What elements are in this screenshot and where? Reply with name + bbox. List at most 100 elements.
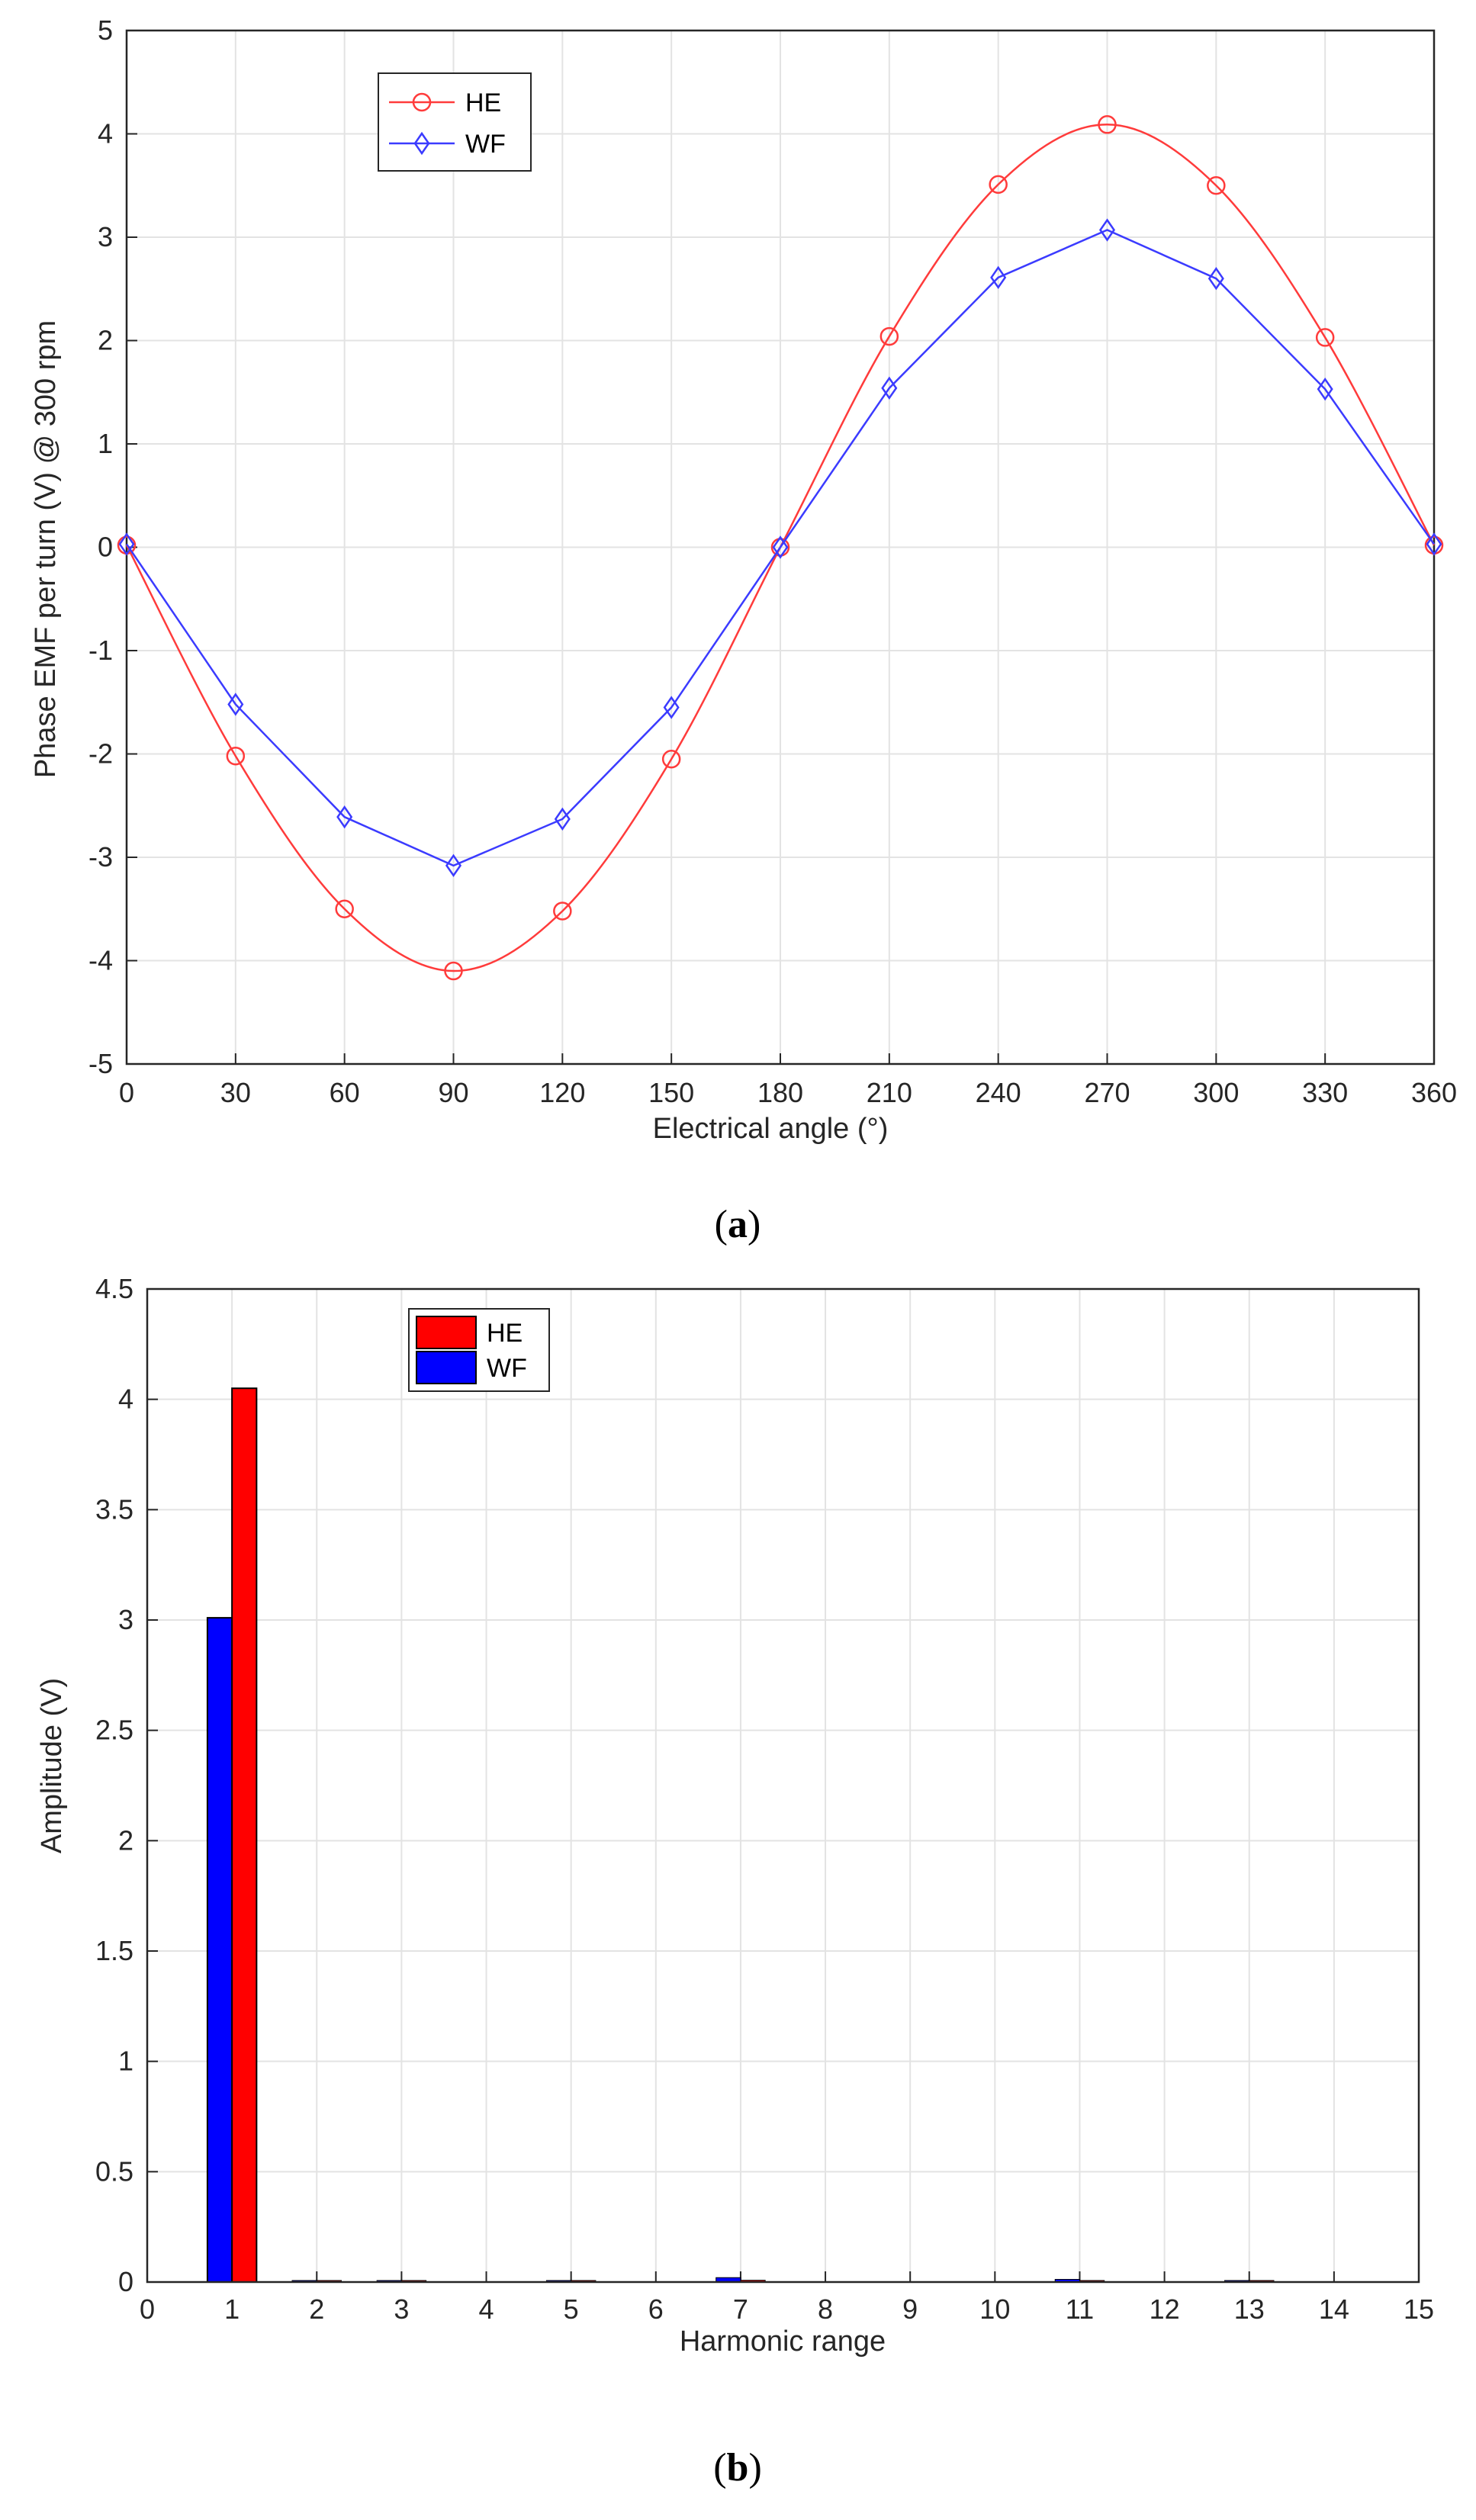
figure-b: 0 1 2 3 4 5 6 7 8 9 10 11 12 13 14 15 0 0.5 1 1.5 2 2.5 3 3.5 4 4… [0,1251,1476,2520]
x-tick-label: 90 [438,1077,468,1108]
x-tick-label: 2 [309,2293,324,2325]
x-tick-label: 210 [867,1077,912,1108]
data-point-he [1098,115,1117,134]
y-axis-label: Amplitude (V) [36,1678,68,1853]
figure-a: 0 30 60 90 120 150 180 210 240 270 300 330 360 -5 -4 -3… [0,0,1476,1251]
series-line-wf [125,229,1436,867]
y-tick-label: -1 [88,635,113,666]
y-tick-label: 3.5 [95,1493,133,1525]
y-tick-label: 2 [118,1824,133,1856]
x-tick-label: 15 [1404,2293,1434,2325]
x-tick-label: 4 [479,2293,494,2325]
legend-swatch-he [416,1316,477,1349]
x-tick-label: 360 [1411,1077,1457,1108]
y-tick-label: 3 [98,221,113,252]
x-tick-label: 0 [119,1077,134,1108]
data-point-wf [1098,218,1116,242]
data-point-he [1207,176,1226,195]
bar-he-h1 [231,1387,258,2284]
x-tick-label: 3 [394,2293,409,2325]
data-point-he [335,899,354,918]
tick-labels: 0 1 2 3 4 5 6 7 8 9 10 11 12 13 14 1500.511.522.533.544… [95,1273,1434,2325]
data-point-wf [663,696,680,719]
x-tick-label: 120 [539,1077,585,1108]
data-point-wf [1426,532,1442,556]
harmonic-bar-chart: 0 1 2 3 4 5 6 7 8 9 10 11 12 13 14 1500.511.522.533.544… [36,1273,1434,2489]
x-tick-label: 14 [1319,2293,1349,2325]
tick-labels: 0 30 60 90 120 150 180 210 240 270 300 330 360-5-4-3… [88,14,1457,1108]
x-tick-label: 9 [902,2293,918,2325]
y-tick-label: 1 [118,2046,133,2077]
x-tick-label: 30 [220,1077,251,1108]
y-tick-label: 1 [98,428,113,459]
legend-marker-he [412,92,432,112]
x-tick-label: 6 [648,2293,664,2325]
y-tick-label: 1.5 [95,1935,133,1966]
y-tick-label: 0 [98,532,113,563]
x-tick-label: 60 [330,1077,360,1108]
y-tick-label: -4 [88,945,113,976]
legend-swatch-wf [416,1351,477,1384]
y-tick-label: 2 [98,325,113,356]
legend-box [378,72,532,172]
x-tick-label: 1 [224,2293,240,2325]
data-point-wf [772,535,789,559]
panel-caption-a: (a) [715,1203,761,1246]
y-axis-label: Phase EMF per turn (V) @ 300 rpm [30,320,62,778]
y-tick-label: -2 [88,738,113,770]
legend: HE WF [378,72,532,172]
y-tick-label: 5 [98,14,113,46]
x-tick-label: 5 [564,2293,579,2325]
x-tick-label: 10 [979,2293,1010,2325]
data-point-he [989,175,1008,194]
data-point-he [444,961,463,981]
y-tick-label: 4.5 [95,1273,133,1304]
y-tick-label: 0 [118,2266,133,2297]
x-tick-label: 270 [1084,1077,1130,1108]
y-tick-label: 2.5 [95,1715,133,1746]
data-point-wf [445,853,462,878]
x-tick-label: 240 [976,1077,1021,1108]
panel-caption-b: (b) [713,2446,762,2489]
legend-label-wf: WF [487,1354,527,1383]
legend-label-wf: WF [465,130,506,159]
emf-line-chart: 0 30 60 90 120 150 180 210 240 270 300 330 360-5-4-3… [30,14,1457,1246]
x-tick-label: 180 [757,1077,803,1108]
y-tick-label: 4 [118,1384,133,1415]
x-tick-label: 13 [1234,2293,1265,2325]
y-tick-label: -5 [88,1048,113,1079]
data-point-he [879,326,899,346]
data-point-he [661,750,681,769]
data-point-wf [118,532,135,556]
x-tick-label: 12 [1150,2293,1180,2325]
data-point-he [226,746,246,766]
grid-lines [146,1288,1420,2283]
y-tick-label: 3 [118,1604,133,1635]
data-point-wf [554,807,571,831]
x-tick-label: 330 [1302,1077,1348,1108]
x-tick-label: 11 [1066,2293,1094,2325]
x-axis-label: Harmonic range [680,2326,886,2358]
x-axis-label: Electrical angle (°) [653,1113,889,1145]
data-point-wf [881,376,898,400]
data-point-wf [1207,267,1224,291]
legend-label-he: HE [465,88,501,117]
x-tick-label: 7 [733,2293,748,2325]
data-point-wf [227,693,244,716]
x-tick-label: 8 [818,2293,833,2325]
legend-label-he: HE [487,1319,523,1348]
data-point-wf [1317,377,1333,401]
legend-marker-wf [413,131,430,156]
y-tick-label: -3 [88,841,113,873]
x-tick-label: 150 [648,1077,694,1108]
data-point-he [1315,328,1335,347]
panel-label-a: a [728,1203,748,1246]
x-tick-label: 300 [1193,1077,1239,1108]
data-point-wf [990,265,1007,290]
bar-wf-h1 [206,1617,233,2283]
y-tick-label: 0.5 [95,2155,133,2187]
y-tick-label: 4 [98,118,113,149]
legend: HE WF [408,1308,550,1392]
data-point-wf [336,805,353,829]
data-point-he [553,902,572,921]
